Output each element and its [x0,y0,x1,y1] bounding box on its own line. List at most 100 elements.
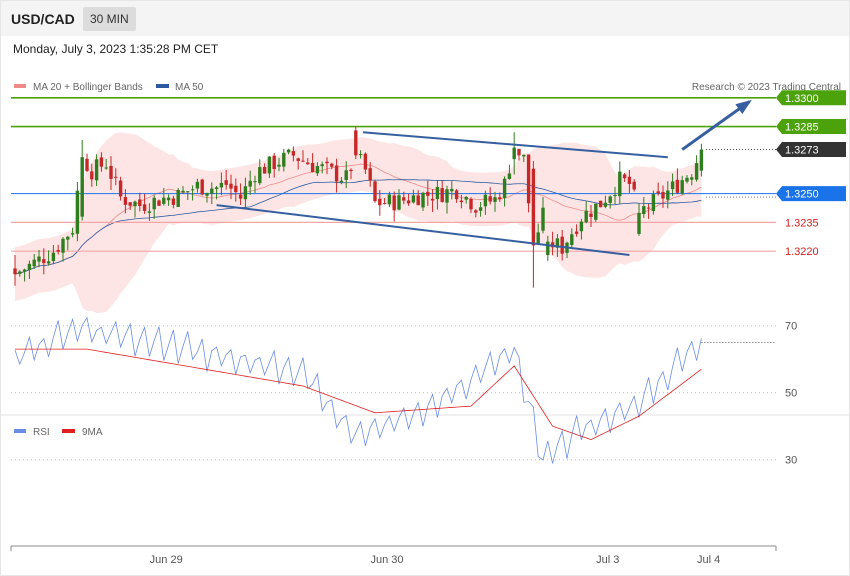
candle-body [392,195,396,211]
level-label-1: 1.3285 [785,122,819,134]
candle [157,199,161,206]
candle-body [469,198,473,210]
candle-body [80,157,84,217]
candle [272,152,276,178]
candle-body [114,176,118,178]
candle [238,183,243,206]
candle [474,209,478,218]
timeframe-badge[interactable]: 30 MIN [83,7,136,31]
candle [406,193,411,206]
candle [70,227,75,238]
candle [666,181,670,209]
candle-body [498,197,502,200]
candle-body [200,179,204,195]
candle-body [574,231,579,234]
level-label-2: 1.3273 [785,145,819,157]
candle-body [46,261,51,264]
candle [32,253,36,269]
candle-body [488,196,492,202]
candle [46,250,51,266]
candle-body [670,181,675,190]
candle [349,168,353,180]
candle-body [195,181,200,189]
candle-body [339,180,344,183]
candle [61,237,65,262]
watermark-text: Research © 2023 Trading Central [692,82,841,93]
candle [570,228,574,248]
candle [296,157,300,170]
candle-body [522,154,526,157]
candle [498,192,502,202]
candle-body [382,203,387,205]
candle-body [656,191,660,194]
candle [594,203,598,222]
level-tag-2 [776,142,846,158]
rsi-tick-70: 70 [785,321,797,333]
candle [402,191,406,205]
candle-body [363,153,368,170]
legend-label-ma50: MA 50 [175,82,204,93]
rsi-tick-50: 50 [785,388,797,400]
candle-body [387,194,392,205]
candle-body [560,236,564,254]
candle [459,194,464,209]
candle [42,248,46,275]
candle [334,158,339,193]
candle [656,182,660,196]
candle-body [598,200,603,208]
candle [579,218,584,240]
candle [310,153,315,173]
candle-body [474,210,478,213]
x-tick-3: Jul 4 [697,554,720,566]
candle [378,190,382,216]
candle-body [133,201,137,207]
candle-body [536,232,540,245]
candle [411,189,416,204]
legend-swatch-rsi [14,429,26,433]
candle-body [675,179,680,193]
candle [670,173,675,196]
candle-body [354,130,358,156]
candle-body [118,180,123,197]
candle-body [128,202,132,206]
candle-body [445,189,449,203]
candle-body [334,165,339,182]
candle-body [502,178,507,199]
candle-body [454,190,459,200]
candle [123,189,128,214]
header-bar: USD/CAD 30 MIN [1,1,849,36]
candle [426,180,430,206]
candle [243,177,248,209]
candle-body [426,191,430,196]
candle [622,172,627,182]
candle-body [632,181,636,190]
candle [339,176,344,185]
candle [493,191,497,212]
candle-body [282,152,286,167]
candle [152,195,156,219]
candle-body [512,147,516,160]
candle-body [66,236,70,240]
candle-body [411,195,416,203]
candle [541,197,545,234]
candle [421,191,425,211]
candle [147,203,152,221]
candle-body [685,177,689,182]
candle-body [373,181,377,202]
candle-body [478,207,483,211]
candle-body [589,213,593,217]
candle-body [142,204,147,211]
candle-body [277,164,281,167]
candle [344,161,348,189]
candle-body [166,197,171,201]
rsi-line [14,316,702,464]
candle [526,154,531,213]
candle [291,146,296,162]
candle [133,200,137,218]
candle [325,157,329,175]
candle [531,161,536,288]
candle [282,148,286,172]
candle-body [666,190,670,200]
candle-body [397,195,401,210]
candle-body [349,169,353,172]
